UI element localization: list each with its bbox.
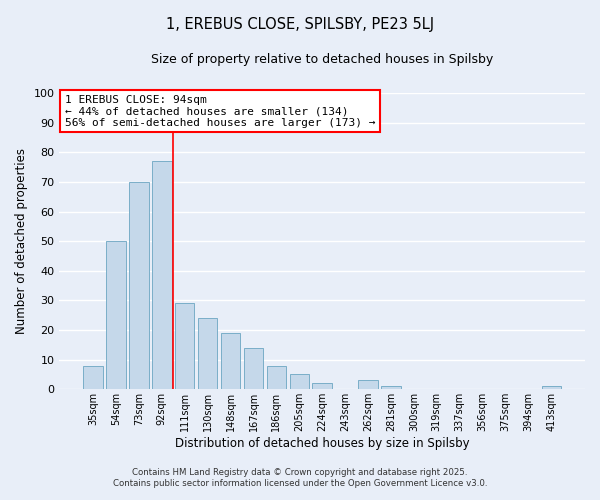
Bar: [542, 386, 561, 390]
Bar: [381, 386, 401, 390]
Bar: [152, 161, 172, 390]
Bar: [313, 384, 332, 390]
X-axis label: Distribution of detached houses by size in Spilsby: Distribution of detached houses by size …: [175, 437, 470, 450]
Text: Contains HM Land Registry data © Crown copyright and database right 2025.
Contai: Contains HM Land Registry data © Crown c…: [113, 468, 487, 487]
Bar: [358, 380, 378, 390]
Bar: [83, 366, 103, 390]
Bar: [106, 241, 126, 390]
Bar: [129, 182, 149, 390]
Bar: [244, 348, 263, 390]
Bar: [266, 366, 286, 390]
Y-axis label: Number of detached properties: Number of detached properties: [15, 148, 28, 334]
Bar: [290, 374, 309, 390]
Bar: [221, 333, 240, 390]
Text: 1 EREBUS CLOSE: 94sqm
← 44% of detached houses are smaller (134)
56% of semi-det: 1 EREBUS CLOSE: 94sqm ← 44% of detached …: [65, 94, 375, 128]
Title: Size of property relative to detached houses in Spilsby: Size of property relative to detached ho…: [151, 52, 493, 66]
Bar: [198, 318, 217, 390]
Bar: [175, 304, 194, 390]
Text: 1, EREBUS CLOSE, SPILSBY, PE23 5LJ: 1, EREBUS CLOSE, SPILSBY, PE23 5LJ: [166, 18, 434, 32]
